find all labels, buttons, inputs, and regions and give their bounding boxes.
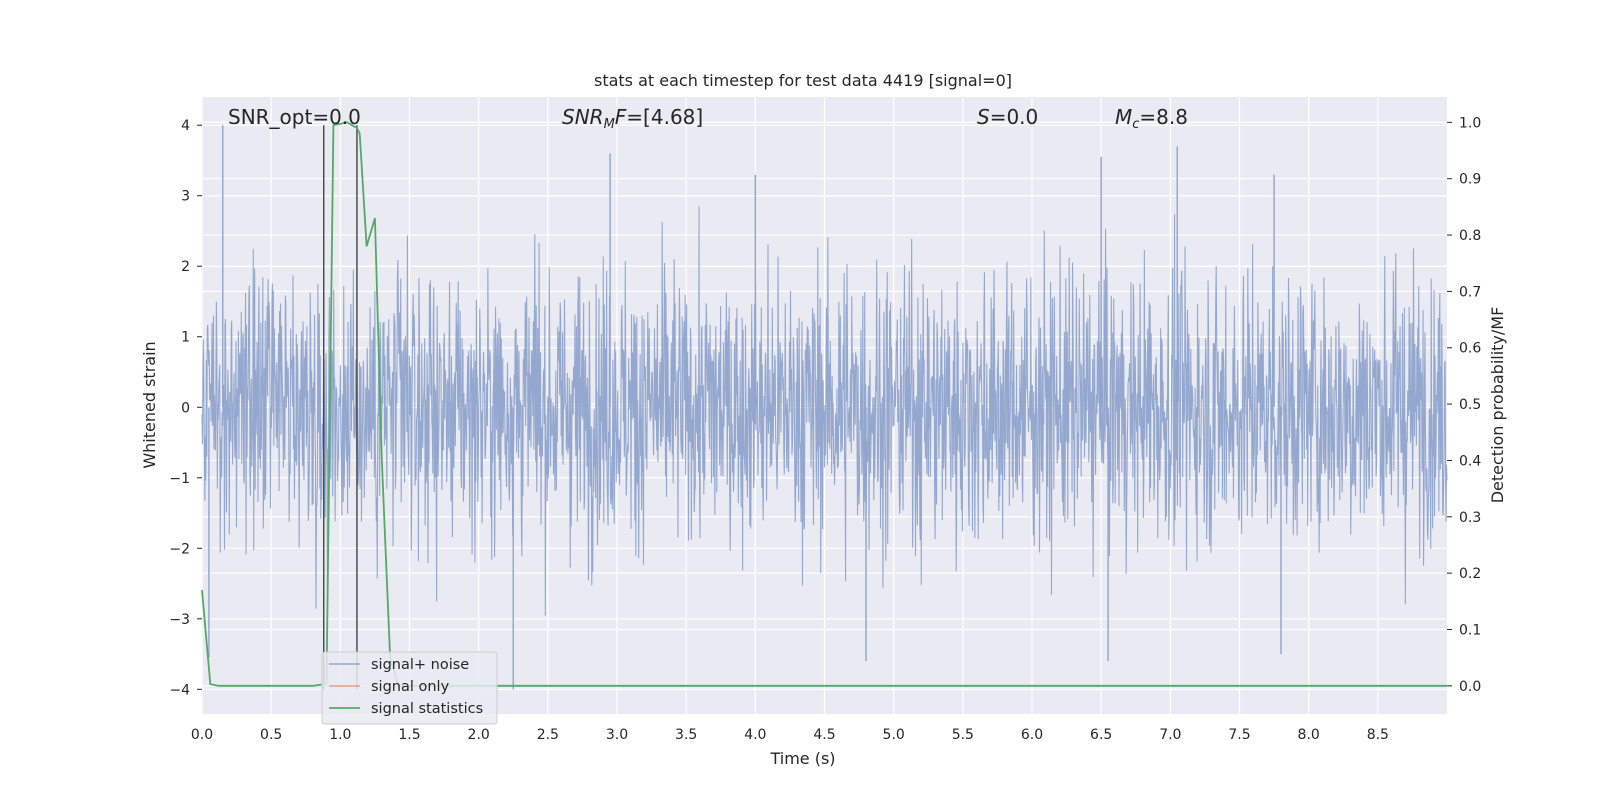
legend-box bbox=[321, 651, 498, 725]
y-tick-label: −4 bbox=[169, 682, 190, 698]
y-right-axis-ticks: 0.0 0.1 0.2 0.3 0.4 0.5 0.6 0.7 0.8 0.9 1.0 bbox=[1447, 115, 1481, 695]
y-right-axis-label: Detection probability/MF bbox=[1488, 307, 1507, 504]
y-tick-label: 3 bbox=[181, 189, 190, 205]
y-tick-label: 2 bbox=[181, 259, 190, 275]
annotation-mc: Mc=8.8 bbox=[1115, 105, 1188, 132]
y-right-tick-label: 0.8 bbox=[1459, 228, 1481, 244]
x-tick-label: 8.0 bbox=[1298, 727, 1320, 743]
legend-entry-signal-statistics: signal statistics bbox=[371, 701, 483, 717]
y-axis-label: Whitened strain bbox=[140, 341, 159, 468]
y-right-tick-label: 0.3 bbox=[1459, 510, 1481, 526]
y-tick-label: −1 bbox=[169, 471, 190, 487]
x-tick-label: 4.5 bbox=[813, 727, 835, 743]
annotation-s: S=0.0 bbox=[977, 105, 1038, 129]
y-right-tick-label: 0.6 bbox=[1459, 341, 1481, 357]
x-tick-label: 7.5 bbox=[1228, 727, 1250, 743]
series-signal-noise bbox=[201, 125, 1448, 690]
chart-title: stats at each timestep for test data 441… bbox=[594, 71, 1012, 90]
x-tick-label: 1.5 bbox=[398, 727, 420, 743]
x-tick-label: 0.0 bbox=[191, 727, 213, 743]
y-axis-ticks: −4 −3 −2 −1 0 1 2 3 4 bbox=[169, 118, 202, 698]
x-tick-label: 3.5 bbox=[675, 727, 697, 743]
x-tick-label: 5.0 bbox=[883, 727, 905, 743]
legend-entry-signal-noise: signal+ noise bbox=[371, 657, 469, 673]
y-tick-label: −2 bbox=[169, 541, 190, 557]
annotation-snr-mf-value: =[4.68] bbox=[626, 105, 703, 129]
legend-entry-signal-only: signal only bbox=[371, 679, 450, 695]
y-right-tick-label: 0.4 bbox=[1459, 453, 1481, 469]
annotation-snr-opt: SNR_opt=0.0 bbox=[228, 105, 361, 129]
x-tick-label: 6.0 bbox=[1021, 727, 1043, 743]
x-tick-label: 2.5 bbox=[537, 727, 559, 743]
x-tick-label: 5.5 bbox=[952, 727, 974, 743]
y-tick-label: 1 bbox=[181, 330, 190, 346]
y-right-tick-label: 0.0 bbox=[1459, 679, 1481, 695]
y-right-tick-label: 0.1 bbox=[1459, 622, 1481, 638]
x-axis-ticks: 0.0 0.5 1.0 1.5 2.0 2.5 3.0 3.5 4.0 4.5 5.0 5.5 6.0 6… bbox=[191, 727, 1389, 743]
x-tick-label: 1.0 bbox=[329, 727, 351, 743]
noise-line bbox=[201, 206, 1448, 616]
y-right-tick-label: 0.7 bbox=[1459, 284, 1481, 300]
y-tick-label: 0 bbox=[181, 400, 190, 416]
x-tick-label: 7.0 bbox=[1159, 727, 1181, 743]
y-right-tick-label: 0.5 bbox=[1459, 397, 1481, 413]
legend: signal+ noise signal only signal statist… bbox=[321, 651, 498, 725]
y-right-tick-label: 0.2 bbox=[1459, 566, 1481, 582]
x-tick-label: 8.5 bbox=[1367, 727, 1389, 743]
annotation-snr-mf: SNRMF=[4.68] bbox=[562, 105, 703, 132]
x-axis-label: Time (s) bbox=[769, 749, 835, 768]
x-tick-label: 4.0 bbox=[744, 727, 766, 743]
x-tick-label: 2.0 bbox=[468, 727, 490, 743]
y-right-tick-label: 1.0 bbox=[1459, 115, 1481, 131]
x-tick-label: 3.0 bbox=[606, 727, 628, 743]
x-tick-label: 6.5 bbox=[1090, 727, 1112, 743]
vertical-markers bbox=[323, 125, 358, 690]
y-tick-label: −3 bbox=[169, 612, 190, 628]
y-tick-label: 4 bbox=[181, 118, 190, 134]
y-right-tick-label: 0.9 bbox=[1459, 172, 1481, 188]
x-tick-label: 0.5 bbox=[260, 727, 282, 743]
